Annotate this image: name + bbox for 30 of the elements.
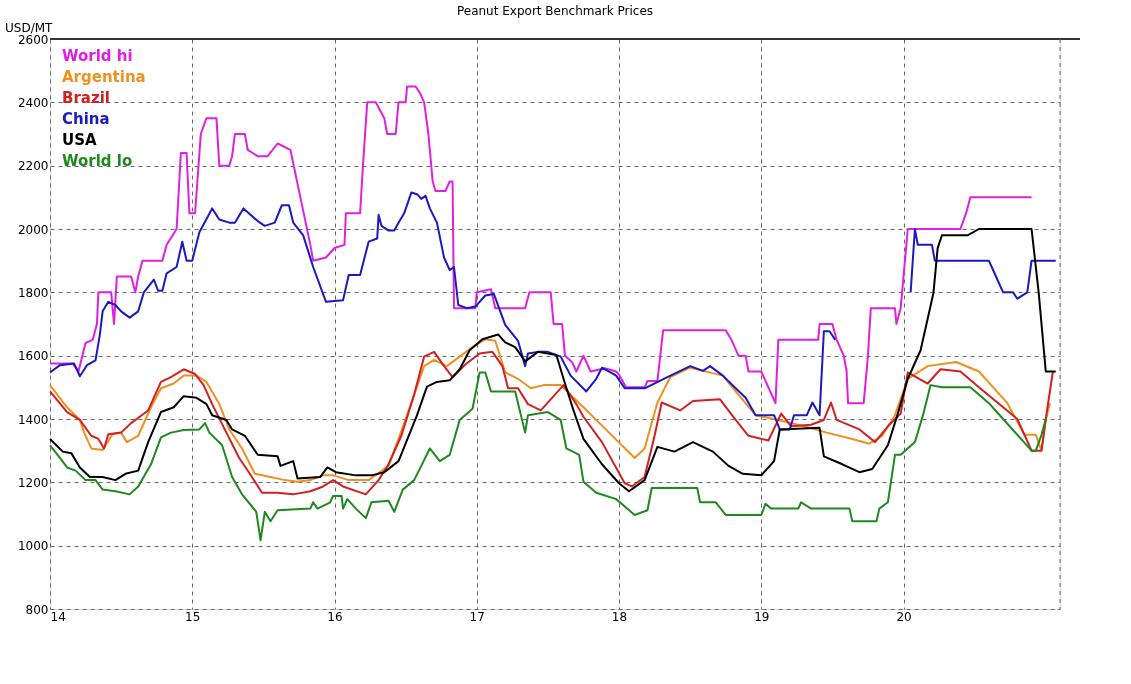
y-tick-label: 800 — [25, 602, 49, 617]
x-tick-label: 19 — [754, 609, 770, 624]
chart-title: Peanut Export Benchmark Prices — [456, 4, 654, 18]
line-series — [49, 350, 1054, 496]
line-series — [49, 371, 1047, 542]
line-series — [49, 338, 1052, 483]
y-tick-label: 1200 — [17, 475, 49, 490]
x-tick-label: 15 — [185, 609, 201, 624]
line-series — [49, 85, 1033, 405]
text: World hi — [62, 47, 133, 65]
text: Brazil — [62, 89, 110, 107]
y-tick-label: 1800 — [17, 285, 49, 300]
text: China — [62, 110, 110, 128]
x-tick-label: 16 — [327, 609, 343, 624]
y-tick-label: 1600 — [17, 349, 49, 364]
y-tick-label: 2200 — [17, 159, 49, 174]
x-tick-label: 20 — [896, 609, 912, 624]
text: World lo — [62, 152, 133, 170]
y-tick-label: 1400 — [17, 412, 49, 427]
y-tick-label: 1000 — [17, 539, 49, 554]
text: Argentina — [62, 68, 146, 86]
y-tick-label: 2400 — [17, 95, 49, 110]
x-tick-label: 17 — [469, 609, 485, 624]
y-tick-label: 2600 — [17, 32, 49, 47]
x-tick-label: 18 — [611, 609, 628, 624]
line-series — [49, 228, 1057, 493]
text: USA — [62, 131, 97, 149]
x-tick-label: 14 — [50, 609, 66, 624]
y-tick-label: 2000 — [17, 222, 49, 237]
y-axis-title: USD/MT — [5, 21, 54, 35]
